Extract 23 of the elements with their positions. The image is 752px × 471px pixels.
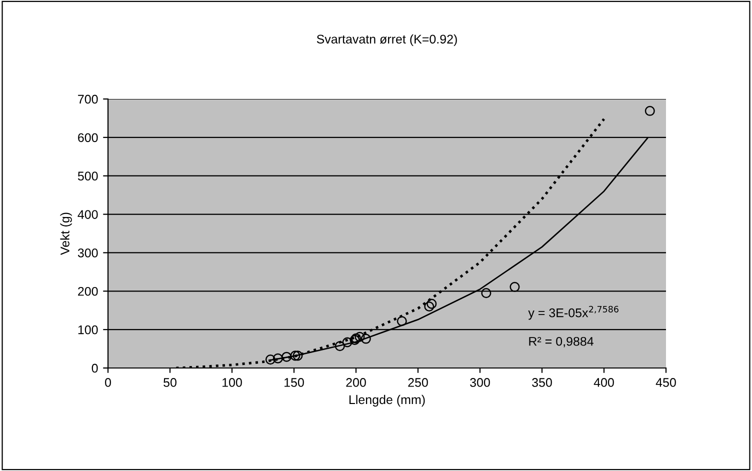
- y-tick-label: 0: [92, 364, 98, 373]
- y-tick-label: 200: [78, 286, 98, 296]
- annotation: y = 3E-05x$^{2,7586}$: [528, 306, 618, 320]
- y-axis-title: Vekt (g): [60, 212, 72, 255]
- x-axis-title: Llengde (mm): [349, 394, 425, 407]
- y-tick-label: 500: [78, 172, 98, 181]
- annotation: R² = 0,9884: [529, 336, 594, 348]
- y-tick-label: 400: [78, 210, 98, 219]
- x-tick-label: 250: [408, 378, 428, 387]
- x-tick-label: 150: [284, 378, 304, 387]
- x-tick-label: 400: [594, 378, 614, 387]
- y-tick-label: 600: [78, 133, 98, 142]
- x-tick-label: 50: [164, 378, 176, 387]
- x-tick-label: 350: [532, 378, 552, 387]
- y-tick-label: 100: [78, 325, 98, 334]
- x-tick-label: 0: [105, 378, 111, 387]
- y-tick-label: 700: [78, 94, 98, 104]
- chart-title: Svartavatn ørret (K=0.92): [316, 34, 457, 46]
- x-tick-label: 200: [346, 378, 366, 387]
- x-tick-label: 300: [470, 378, 490, 387]
- x-tick-label: 100: [222, 378, 242, 387]
- y-tick-label: 300: [78, 248, 98, 258]
- x-tick-label: 450: [656, 378, 676, 387]
